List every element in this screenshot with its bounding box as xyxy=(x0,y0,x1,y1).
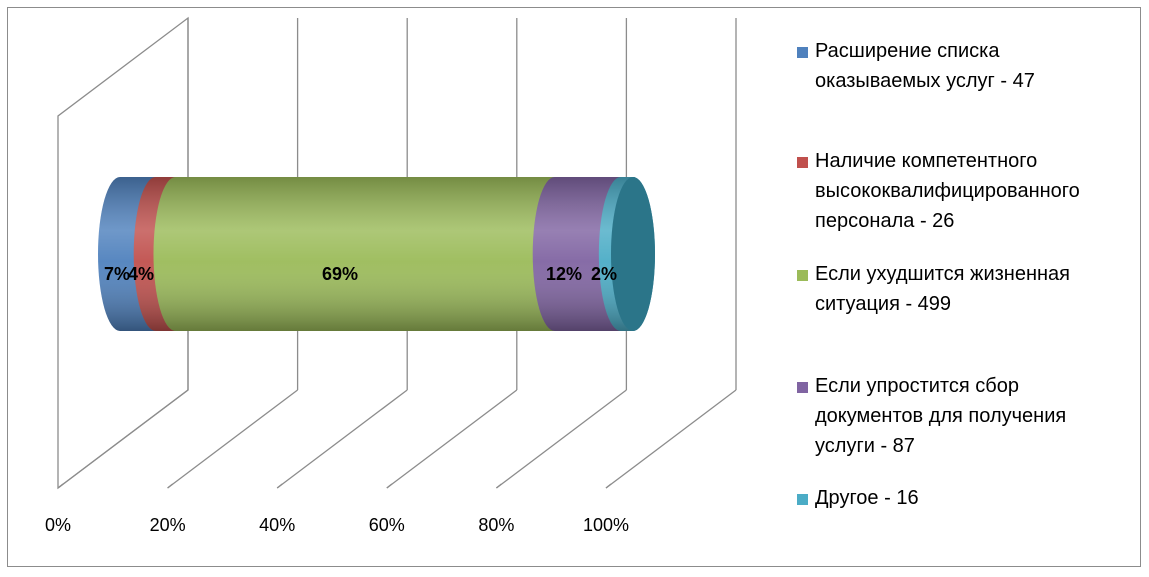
legend: Расширение списка оказываемых услуг - 47 Н… xyxy=(797,40,1080,509)
legend-swatch xyxy=(797,157,808,168)
legend-swatch xyxy=(797,382,808,393)
gridline-floor xyxy=(167,389,298,489)
legend-label: Если упростится сбор документов для получ… xyxy=(815,375,1066,457)
gridline-floor xyxy=(386,389,518,489)
chart-frame xyxy=(7,7,1141,567)
legend-entry: Расширение списка оказываемых услуг - 47 xyxy=(797,40,1035,92)
legend-swatch xyxy=(797,494,808,505)
gridline-floor xyxy=(605,389,737,489)
legend-entry: Если упростится сбор документов для получ… xyxy=(797,375,1066,457)
gridline-floor xyxy=(496,389,627,489)
tick-mark xyxy=(276,483,283,489)
x-tick-label: 80% xyxy=(478,515,514,535)
x-tick-label: 100% xyxy=(583,515,629,535)
tick-mark xyxy=(167,483,174,489)
x-tick-label: 20% xyxy=(150,515,186,535)
tick-mark xyxy=(495,483,502,489)
x-tick-label: 0% xyxy=(45,515,71,535)
x-tick-label: 60% xyxy=(369,515,405,535)
tick-mark xyxy=(605,483,612,489)
legend-swatch xyxy=(797,270,808,281)
bar-end-cap xyxy=(611,177,655,331)
gridline-floor xyxy=(276,389,408,489)
bar-end-cap-shading xyxy=(611,177,655,331)
legend-label: Если ухудшится жизненная ситуация - 499 xyxy=(815,263,1070,315)
data-label: 7% xyxy=(104,264,130,284)
x-tick-labels: 0% 20% 40% 60% 80% 100% xyxy=(45,515,629,535)
legend-label: Наличие компетентного высококвалифицирова… xyxy=(815,150,1080,232)
legend-label: Расширение списка оказываемых услуг - 47 xyxy=(815,40,1035,92)
legend-swatch xyxy=(797,47,808,58)
data-labels: 7%4% 69% 12% 2% xyxy=(104,264,617,284)
legend-entry: Наличие компетентного высококвалифицирова… xyxy=(797,150,1080,232)
bar-segment-shading xyxy=(153,177,577,331)
data-label: 4% xyxy=(128,264,154,284)
legend-entry: Если ухудшится жизненная ситуация - 499 xyxy=(797,263,1070,315)
tick-mark xyxy=(386,483,393,489)
legend-label: Другое - 16 xyxy=(815,487,919,509)
data-label: 2% xyxy=(591,264,617,284)
tick-mark xyxy=(57,483,64,489)
data-label: 12% xyxy=(546,264,582,284)
gridline-floor xyxy=(57,389,189,489)
legend-entry: Другое - 16 xyxy=(797,487,919,509)
bars xyxy=(98,177,655,331)
x-tick-label: 40% xyxy=(259,515,295,535)
data-label: 69% xyxy=(322,264,358,284)
